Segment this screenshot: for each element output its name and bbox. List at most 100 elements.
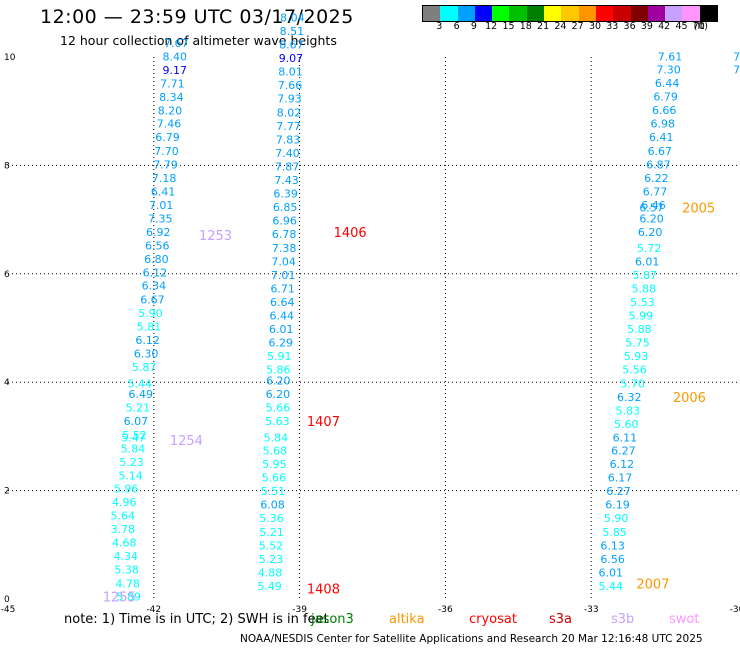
swh-value-label: 7.70 <box>154 145 179 158</box>
swh-value-label: 7.01 <box>271 269 296 282</box>
swh-value-label: 5.56 <box>622 364 647 377</box>
legend-tick-label: 15 <box>502 21 515 32</box>
swh-value-label: 5.84 <box>264 431 289 444</box>
swh-value-label: 6.07 <box>124 415 149 428</box>
swh-value-label: 5.86 <box>266 364 291 377</box>
swh-value-label: 6.34 <box>142 280 167 293</box>
swh-value-label: 5.99 <box>629 310 654 323</box>
sat-legend-altika: altika <box>389 612 425 627</box>
swh-value-label: 6.12 <box>135 334 160 347</box>
swh-value-label: 7.40 <box>275 147 300 160</box>
legend-swatch <box>699 6 718 21</box>
swh-value-label: 6.67 <box>648 145 673 158</box>
swh-value-label: 5.23 <box>119 456 144 469</box>
swh-value-label: 5.88 <box>632 282 657 295</box>
legend-swatch <box>647 6 666 21</box>
swh-value-label: 5.21 <box>259 526 284 539</box>
legend-tick-label: 6 <box>453 21 460 32</box>
swh-value-label: 5.70 <box>620 377 645 390</box>
swh-value-label: 6.64 <box>270 296 295 309</box>
swh-value-label: 6.78 <box>272 228 297 241</box>
y-tick-label: 4 <box>4 378 10 388</box>
pass-time-label: 1408 <box>307 583 340 598</box>
swh-value-label: 6.29 <box>268 337 293 350</box>
swh-value-label: 6.27 <box>611 444 636 457</box>
swh-value-label: 7.77 <box>276 120 301 133</box>
swh-value-label: 6.85 <box>273 201 298 214</box>
swh-value-label: 5.90 <box>138 307 163 320</box>
swh-value-label: 7.87 <box>275 160 300 173</box>
legend-tick-label: 33 <box>606 21 619 32</box>
swh-value-label: 6.44 <box>655 77 680 90</box>
sat-legend-swot: swot <box>669 612 700 627</box>
swh-value-label: 5.66 <box>262 472 287 485</box>
y-tick-label: 8 <box>4 161 10 171</box>
swh-value-label: 6.13 <box>600 539 625 552</box>
swh-value-label: 6.32 <box>617 391 642 404</box>
x-tick-label: -30 <box>730 605 740 612</box>
swh-value-label: 5.51 <box>261 485 286 498</box>
swh-value-label: 4.88 <box>258 566 283 579</box>
page-subtitle: 12 hour collection of altimeter wave hei… <box>60 33 337 48</box>
swh-value-label: 6.56 <box>145 240 170 253</box>
legend-tick-label: 21 <box>537 21 550 32</box>
swh-value-label: 6.20 <box>638 226 663 239</box>
color-legend <box>422 5 719 22</box>
swh-value-label: 5.83 <box>616 404 641 417</box>
swh-value-label: 6.49 <box>129 388 154 401</box>
swh-value-label: 7.35 <box>148 213 173 226</box>
swh-value-label: 5.95 <box>262 458 287 471</box>
swh-value-label: 4.34 <box>113 550 138 563</box>
swh-value-label: 5.14 <box>118 469 142 482</box>
legend-swatch <box>578 6 596 21</box>
swh-value-label: 6.01 <box>598 566 623 579</box>
legend-tick-label: 42 <box>658 21 671 32</box>
legend-tick-label: 12 <box>485 21 498 32</box>
legend-swatch <box>665 6 683 21</box>
legend-swatch <box>423 6 441 21</box>
swh-value-label: 5.72 <box>637 242 662 255</box>
swh-value-label: 6.46 <box>641 199 666 212</box>
swh-value-label: 7.18 <box>152 172 177 185</box>
swh-value-label: 7.38 <box>272 242 297 255</box>
y-tick-label: 2 <box>4 487 10 497</box>
legend-swatch <box>526 6 545 21</box>
legend-swatch <box>440 6 458 21</box>
swh-value-label: 7 <box>733 63 740 76</box>
swh-value-label: 5.53 <box>630 296 655 309</box>
swh-value-label: 6.87 <box>646 158 671 171</box>
y-tick-label: 6 <box>4 270 10 280</box>
credit-line: NOAA/NESDIS Center for Satellite Applica… <box>240 633 703 645</box>
swh-value-label: 5.93 <box>624 350 649 363</box>
swh-value-label: 6.79 <box>155 131 180 144</box>
swh-value-label: 6.39 <box>273 188 298 201</box>
swh-value-label: 7.04 <box>271 255 296 268</box>
swh-value-label: 5.96 <box>114 482 139 495</box>
swh-value-label: 8.67 <box>279 39 304 52</box>
x-tick-label: -42 <box>146 605 161 612</box>
swh-value-label: 5.21 <box>126 402 151 415</box>
swh-value-label: 6.44 <box>269 310 294 323</box>
swh-value-label: 7.43 <box>274 174 299 187</box>
swh-value-label: 5.75 <box>625 337 650 350</box>
swh-value-label: 5.60 <box>614 418 639 431</box>
swh-value-label: 6.27 <box>606 485 631 498</box>
legend-swatch <box>492 6 510 21</box>
pass-time-label: 2007 <box>636 577 669 592</box>
sat-legend-cryosat: cryosat <box>469 612 517 627</box>
y-tick-label: 10 <box>4 53 16 63</box>
swh-value-label: 9.07 <box>279 52 304 65</box>
swh-value-label: 6.57 <box>639 202 664 215</box>
swh-value-label: 8.04 <box>280 11 305 24</box>
pass-time-label: 1254 <box>170 434 203 449</box>
swh-value-label: 5.66 <box>266 402 291 415</box>
swh-value-label: 6.41 <box>151 185 176 198</box>
pass-time-label: 1407 <box>307 415 340 430</box>
swh-value-label: 8.20 <box>158 105 183 118</box>
swh-value-label: 7.01 <box>149 199 174 212</box>
swh-value-label: 6.12 <box>143 267 168 280</box>
swh-value-label: 6.77 <box>643 185 668 198</box>
legend-tick-label: 36 <box>623 21 636 32</box>
swh-value-label: 5.52 <box>122 429 146 442</box>
legend-swatch <box>613 6 631 21</box>
